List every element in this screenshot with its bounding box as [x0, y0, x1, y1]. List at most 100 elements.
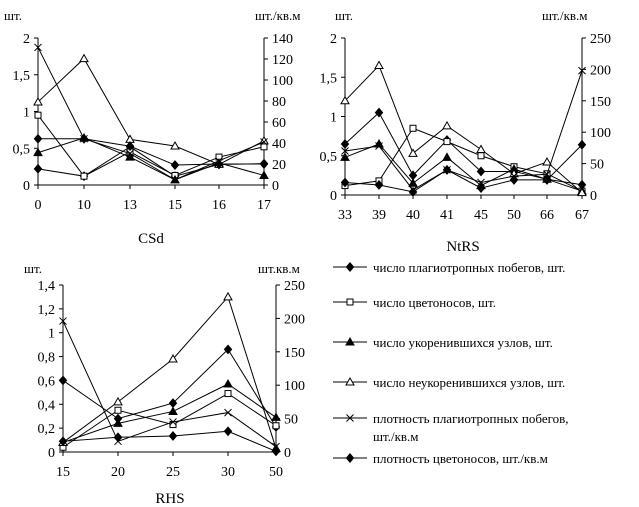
legend-entry-s2: число цветоносов, шт. — [333, 295, 496, 310]
y-tick-label-right: 20 — [272, 158, 286, 173]
data-point — [259, 159, 269, 169]
legend-label: число плагиотропных побегов, шт. — [373, 260, 565, 275]
y-tick-label-left: 0,6 — [38, 374, 56, 389]
data-point — [33, 147, 43, 157]
data-point — [543, 170, 551, 179]
legend-label: число укоренившихся узлов, шт. — [373, 335, 553, 350]
series-line — [62, 430, 277, 452]
series-s1 — [33, 141, 269, 182]
legend-marker — [346, 298, 354, 306]
x-tick-label: 50 — [269, 465, 283, 480]
series-line — [37, 47, 265, 181]
legend-marker — [345, 376, 355, 386]
data-point — [126, 149, 134, 158]
x-axis-title: CSd — [138, 231, 164, 247]
x-tick-label: 33 — [338, 208, 352, 223]
data-point — [272, 422, 280, 430]
y-tick-label-left: 1 — [23, 106, 30, 121]
legend-label: плотность плагиотропных побегов, — [373, 411, 569, 426]
data-point — [271, 412, 281, 421]
data-point — [224, 408, 232, 417]
x-tick-label: 13 — [123, 198, 137, 213]
x-tick-label: 41 — [440, 208, 454, 223]
y-tick-label-right: 100 — [284, 379, 305, 394]
data-point — [170, 160, 180, 171]
data-point — [442, 164, 452, 175]
x-tick-label: 20 — [111, 465, 125, 480]
data-point — [271, 446, 281, 457]
data-point — [33, 163, 43, 174]
data-point — [340, 177, 350, 188]
y-tick-label-right: 50 — [590, 158, 604, 173]
data-point — [125, 141, 135, 152]
y-tick-label-right: 150 — [284, 346, 305, 361]
series-s4 — [33, 53, 269, 168]
data-point — [477, 178, 485, 187]
data-point — [442, 152, 452, 161]
data-point — [214, 159, 224, 169]
data-point — [374, 179, 384, 190]
data-point — [509, 174, 519, 185]
data-point — [259, 170, 269, 179]
y-tick-label-right: 100 — [272, 74, 293, 89]
y-tick-label-right: 0 — [590, 189, 597, 204]
data-point — [79, 133, 89, 144]
data-point — [224, 390, 232, 398]
data-point — [340, 152, 350, 161]
data-point — [125, 152, 135, 161]
y-tick-label-right: 250 — [590, 32, 611, 47]
legend-marker — [345, 336, 355, 346]
y-tick-label-right: 140 — [272, 32, 293, 47]
y-unit-right: шт.кв.м — [258, 261, 300, 276]
x-tick-label: 50 — [507, 208, 521, 223]
series-line — [38, 138, 264, 166]
data-point — [477, 152, 485, 160]
x-tick-label: 66 — [540, 208, 554, 223]
data-point — [260, 138, 268, 146]
data-point — [171, 175, 179, 184]
legend-marker — [345, 262, 355, 272]
series-s6 — [33, 133, 269, 171]
series-s6 — [340, 139, 587, 197]
x-tick-label: 67 — [575, 208, 589, 223]
x-tick-label: 45 — [474, 208, 488, 223]
y-unit-left: шт. — [4, 8, 22, 23]
data-point — [168, 406, 178, 415]
data-point — [340, 95, 350, 105]
y-tick-label-left: 1 — [48, 327, 55, 342]
data-point — [408, 186, 418, 197]
y-tick-label-left: 0,5 — [13, 142, 31, 157]
legend-entry-s3: число укоренившихся узлов, шт. — [333, 335, 553, 350]
legend-marker — [345, 453, 355, 463]
y-tick-label-left: 1,2 — [38, 303, 56, 318]
y-unit-right: шт./кв.м — [542, 8, 588, 23]
series-s2 — [34, 111, 268, 180]
series-line — [37, 57, 265, 165]
legend-entry-s1: число плагиотропных побегов, шт. — [333, 260, 565, 275]
data-point — [113, 418, 123, 427]
series-line — [344, 144, 583, 193]
y-tick-label-right: 60 — [272, 116, 286, 131]
data-point — [79, 53, 89, 63]
x-tick-label: 10 — [77, 198, 91, 213]
series-s6 — [58, 426, 281, 457]
legend: число плагиотропных побегов, шт. число цв… — [333, 260, 569, 466]
chart-panel-ntrs: 0 0,5 1 1,5 2 0 50 100 150 200 250 33 39 40 41 45 50 66 67… — [320, 8, 612, 255]
data-point — [223, 426, 233, 437]
y-tick-label-left: 2 — [330, 32, 337, 47]
x-tick-label: 39 — [372, 208, 386, 223]
legend-label: шт./кв.м — [373, 429, 419, 444]
data-point — [168, 430, 178, 441]
y-tick-label-left: 0 — [48, 446, 55, 461]
series-line — [37, 146, 265, 177]
y-tick-label-left: 0 — [330, 189, 337, 204]
data-point — [223, 378, 233, 388]
y-tick-label-left: 0,4 — [38, 398, 56, 413]
x-tick-label: 25 — [166, 465, 180, 480]
y-tick-label-left: 1,5 — [13, 69, 31, 84]
legend-entry-s4: число неукоренившихся узлов, шт. — [333, 375, 565, 390]
data-point — [578, 66, 586, 75]
y-unit-left: шт. — [335, 8, 353, 23]
y-tick-label-right: 40 — [272, 137, 286, 152]
